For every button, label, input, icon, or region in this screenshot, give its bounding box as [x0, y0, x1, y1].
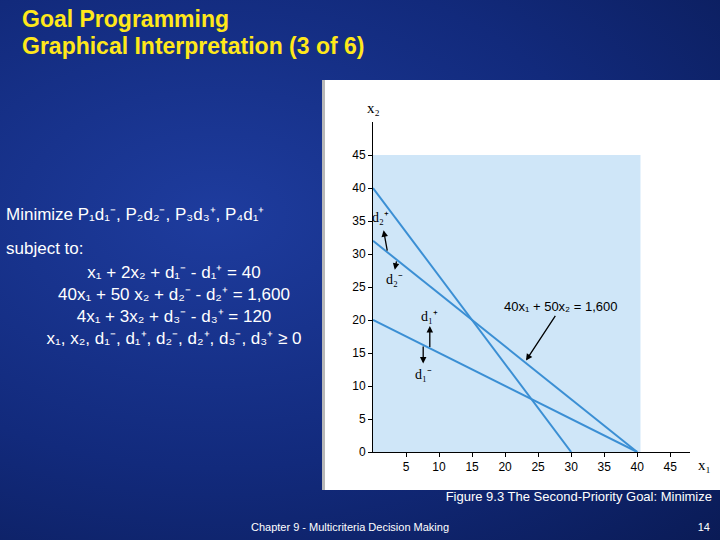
html-text:Goal Programming: Goal Programming: [22, 6, 229, 32]
svg-text:35: 35: [597, 460, 611, 474]
svg-text:30: 30: [352, 247, 366, 261]
svg-text:d₂⁻: d₂⁻: [386, 272, 403, 287]
svg-text:30: 30: [564, 460, 578, 474]
html-text:Figure 9.3 The Second-Priority: Figure 9.3 The Second-Priority Goal: Min…: [445, 489, 712, 504]
svg-text:40: 40: [352, 181, 366, 195]
svg-text:10: 10: [352, 379, 366, 393]
html-text:x₁ + 2x₂ + d₁⁻ - d₁⁺ = 40: x₁ + 2x₂ + d₁⁻ - d₁⁺ = 40: [87, 263, 261, 282]
svg-text:0: 0: [359, 445, 366, 459]
html-text:40x₁ + 50 x₂ + d₂⁻ - d₂⁺ = 1,6: 40x₁ + 50 x₂ + d₂⁻ - d₂⁺ = 1,600: [58, 285, 290, 304]
svg-text:x₂: x₂: [367, 100, 380, 116]
svg-text:25: 25: [352, 280, 366, 294]
html-text:Graphical Interpretation (3 of: Graphical Interpretation (3 of 6): [22, 33, 365, 59]
html-text:4x₁ + 3x₂ + d₃⁻ - d₃⁺ = 120: 4x₁ + 3x₂ + d₃⁻ - d₃⁺ = 120: [76, 307, 272, 326]
svg-text:15: 15: [465, 460, 479, 474]
html-text:x₁, x₂, d₁⁻, d₁⁺, d₂⁻, d₂⁺, d₃: x₁, x₂, d₁⁻, d₁⁺, d₂⁻, d₂⁺, d₃⁻, d₃⁺ ≥ 0: [46, 329, 302, 348]
svg-text:40: 40: [630, 460, 644, 474]
svg-text:15: 15: [352, 346, 366, 360]
html-text:subject to:: subject to:: [6, 239, 84, 258]
svg-text:40x₁ + 50x₂ = 1,600: 40x₁ + 50x₂ = 1,600: [504, 299, 618, 314]
svg-text:x₁: x₁: [698, 457, 711, 473]
svg-text:10: 10: [432, 460, 446, 474]
svg-text:20: 20: [498, 460, 512, 474]
svg-text:d₁⁻: d₁⁻: [415, 367, 432, 382]
svg-text:35: 35: [352, 214, 366, 228]
svg-text:5: 5: [403, 460, 410, 474]
svg-text:45: 45: [352, 148, 366, 162]
svg-text:20: 20: [352, 313, 366, 327]
html-text:Minimize P₁d₁⁻, P₂d₂⁻, P₃d₃⁺,: Minimize P₁d₁⁻, P₂d₂⁻, P₃d₃⁺, P₄d₁⁺: [6, 205, 265, 224]
html-text:Chapter 9 - Multicriteria Deci: Chapter 9 - Multicriteria Decision Makin…: [251, 521, 449, 533]
svg-text:45: 45: [664, 460, 678, 474]
svg-text:d₁⁺: d₁⁺: [421, 309, 438, 324]
svg-text:d₂⁺: d₂⁺: [372, 210, 389, 225]
svg-text:5: 5: [359, 412, 366, 426]
svg-text:25: 25: [531, 460, 545, 474]
html-text:14: 14: [697, 521, 710, 533]
